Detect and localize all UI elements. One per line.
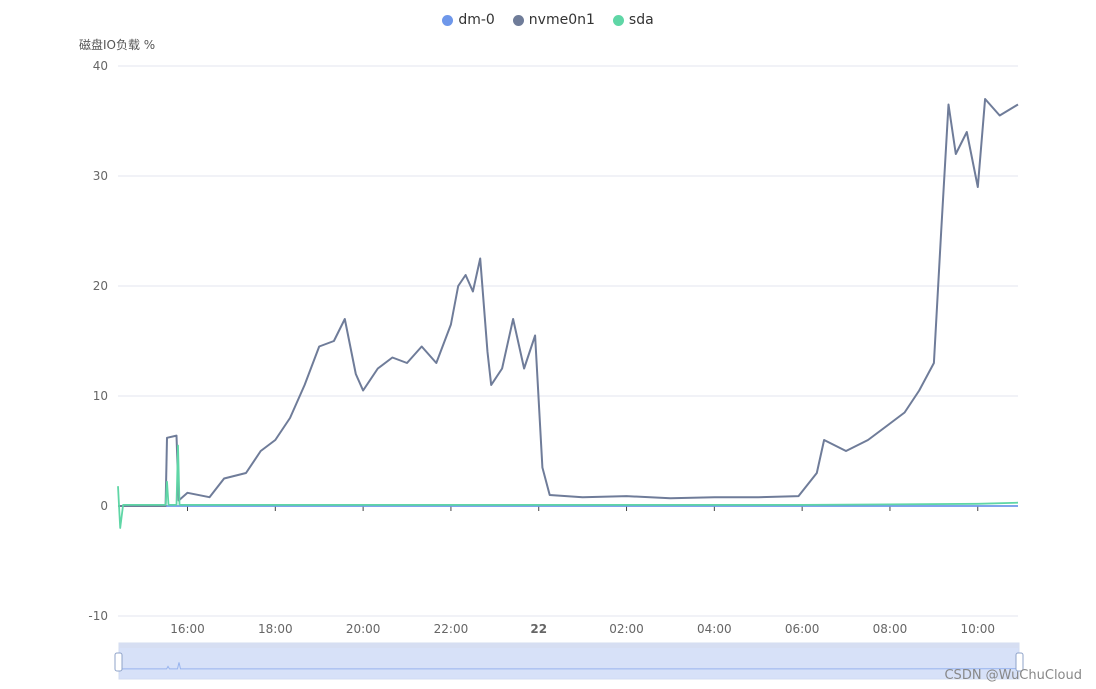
y-tick-label: -10 [88, 609, 108, 623]
x-tick-label: 10:00 [960, 622, 995, 636]
y-tick-label: 40 [93, 59, 108, 73]
series-line-sda [117, 444, 1019, 529]
legend-label: dm-0 [458, 12, 495, 28]
legend-item-sda[interactable]: sda [612, 12, 654, 28]
x-tick-label: 22 [530, 622, 547, 636]
legend-label: sda [628, 12, 654, 28]
y-tick-label: 30 [93, 169, 108, 183]
zoom-slider-selection [119, 647, 1019, 679]
zoom-handle-right[interactable] [1015, 652, 1024, 672]
x-tick-label: 16:00 [170, 622, 205, 636]
x-tick-label: 08:00 [873, 622, 908, 636]
legend: dm-0 nvme0n1 sda [0, 12, 1096, 28]
legend-label: nvme0n1 [528, 12, 595, 28]
legend-marker [612, 14, 624, 26]
x-tick-label: 22:00 [434, 622, 469, 636]
series-line-nvme0n1 [118, 98, 1019, 507]
y-tick-label: 10 [93, 389, 108, 403]
zoom-slider-top-bar [119, 643, 1019, 648]
x-tick-label: 02:00 [609, 622, 644, 636]
legend-marker [512, 14, 524, 26]
y-tick-label: 0 [100, 499, 108, 513]
x-tick-label: 20:00 [346, 622, 381, 636]
zoom-handle-left[interactable] [114, 652, 123, 672]
x-tick-label: 04:00 [697, 622, 732, 636]
legend-item-nvme0n1[interactable]: nvme0n1 [512, 12, 595, 28]
zoom-slider-preview [118, 662, 1020, 670]
y-tick-label: 20 [93, 279, 108, 293]
x-tick-label: 18:00 [258, 622, 293, 636]
watermark: CSDN @WuChuCloud [944, 668, 1082, 683]
legend-marker [442, 14, 454, 26]
x-tick-label: 06:00 [785, 622, 820, 636]
y-axis-label: 磁盘IO负载 % [79, 38, 156, 52]
legend-item-dm-0[interactable]: dm-0 [442, 12, 495, 28]
